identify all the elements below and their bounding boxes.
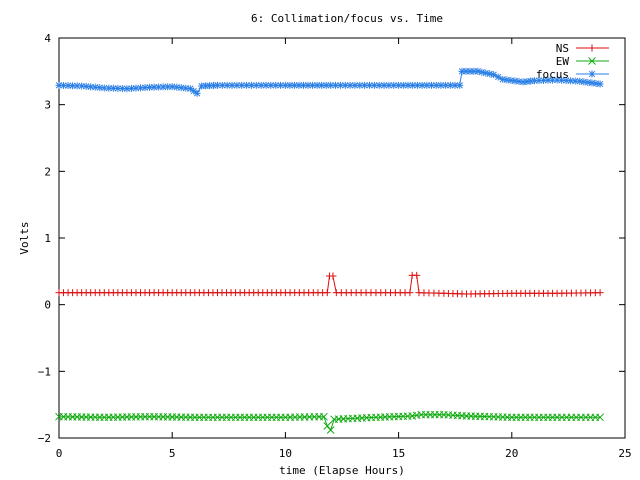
x-tick-label: 25 bbox=[618, 447, 631, 460]
axis-ticks: 0 5 10 15 20 25 −2 −1 0 1 2 3 4 bbox=[38, 32, 632, 460]
data-point bbox=[351, 81, 359, 89]
data-point bbox=[456, 81, 464, 89]
legend-marker bbox=[588, 70, 596, 78]
y-tick-label: 4 bbox=[44, 32, 51, 45]
data-point bbox=[406, 289, 414, 297]
data-point bbox=[327, 81, 335, 89]
y-tick-label: 3 bbox=[44, 99, 51, 112]
legend-label: focus bbox=[536, 68, 569, 81]
data-point bbox=[326, 426, 335, 434]
data-point bbox=[322, 81, 330, 89]
series-ew bbox=[55, 410, 604, 434]
data-point bbox=[96, 84, 104, 92]
y-tick-label: 2 bbox=[44, 165, 51, 178]
data-point bbox=[413, 271, 421, 279]
data-point bbox=[588, 79, 596, 87]
x-tick-label: 20 bbox=[505, 447, 518, 460]
x-tick-label: 5 bbox=[169, 447, 176, 460]
x-tick-label: 0 bbox=[56, 447, 63, 460]
y-tick-label: −2 bbox=[38, 432, 51, 445]
data-point bbox=[286, 81, 294, 89]
data-point bbox=[247, 81, 255, 89]
x-tick-label: 15 bbox=[392, 447, 405, 460]
series-ns bbox=[55, 271, 604, 298]
data-point bbox=[596, 289, 604, 297]
series-group bbox=[55, 67, 604, 434]
data-point bbox=[332, 81, 340, 89]
legend-marker bbox=[588, 44, 596, 52]
data-point bbox=[323, 289, 331, 297]
y-axis-label: Volts bbox=[18, 221, 31, 254]
chart-title: 6: Collimation/focus vs. Time bbox=[251, 12, 443, 25]
data-point bbox=[596, 80, 604, 88]
data-point bbox=[390, 81, 398, 89]
legend-label: EW bbox=[556, 55, 570, 68]
plot-frame bbox=[58, 37, 626, 439]
data-point bbox=[320, 412, 328, 421]
y-tick-label: −1 bbox=[38, 365, 51, 378]
legend-marker bbox=[588, 57, 596, 65]
x-tick-label: 10 bbox=[279, 447, 292, 460]
data-point bbox=[228, 81, 236, 89]
data-point bbox=[562, 77, 570, 85]
data-point bbox=[193, 89, 201, 97]
data-point bbox=[257, 81, 265, 89]
legend-label: NS bbox=[556, 42, 569, 55]
data-point bbox=[356, 81, 364, 89]
data-point bbox=[432, 81, 440, 89]
data-point bbox=[329, 272, 337, 280]
data-point bbox=[262, 81, 270, 89]
x-axis-label: time (Elapse Hours) bbox=[279, 464, 405, 477]
y-tick-label: 0 bbox=[44, 299, 51, 312]
series-line-ew bbox=[58, 414, 601, 432]
series-focus bbox=[55, 67, 604, 97]
y-tick-label: 1 bbox=[44, 232, 51, 245]
data-point bbox=[596, 413, 604, 422]
data-point bbox=[404, 81, 412, 89]
